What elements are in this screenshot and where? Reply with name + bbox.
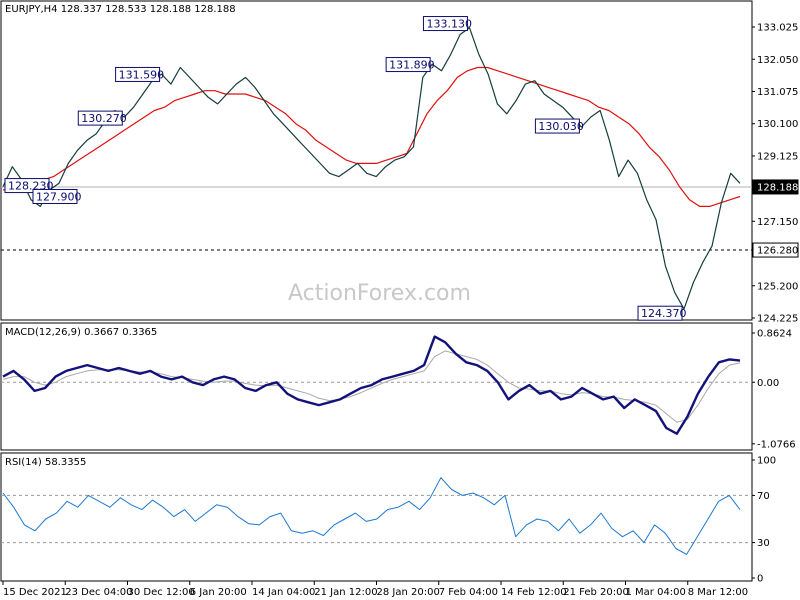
macd-panel	[0, 322, 753, 451]
x-tick-label: 7 Feb 04:00	[439, 587, 498, 598]
price-annotation-box	[32, 188, 78, 204]
price-tick-label: 133.025	[757, 23, 798, 34]
macd-main-line	[2, 335, 741, 435]
price-lines: 128.188 126.280	[1, 27, 799, 310]
price-annotation-box	[534, 118, 580, 134]
current-price-box-label: 128.188	[757, 182, 798, 193]
macd-tick-label: 0.00	[757, 378, 779, 389]
x-tick-label: 14 Jan 04:00	[252, 587, 315, 598]
x-tick-label: 15 Dec 2021	[3, 587, 67, 598]
macd-label: MACD(12,26,9) 0.3667 0.3365	[5, 327, 157, 338]
x-tick-label: 6 Jan 20:00	[190, 587, 247, 598]
price-tick-label: 124.225	[757, 314, 798, 325]
rsi-tick-label: 100	[757, 456, 776, 467]
price-annotation-label: 124.370	[641, 307, 687, 320]
price-line	[2, 27, 741, 310]
price-tick-label: 129.125	[757, 151, 798, 162]
macd-axis: 0.8624 0.00 -1.0766	[752, 329, 796, 450]
price-tick-label: 131.075	[757, 87, 798, 98]
support-price-box-label: 126.280	[757, 246, 798, 257]
rsi-axis: 100 70 30 0	[752, 456, 776, 585]
x-tick-label: 8 Mar 12:00	[688, 587, 748, 598]
price-panel	[0, 0, 753, 321]
price-annotation-box	[422, 16, 468, 32]
macd-tick-label: 0.8624	[757, 329, 792, 340]
rsi-tick-label: 70	[757, 491, 770, 502]
x-tick-label: 14 Feb 12:00	[501, 587, 567, 598]
x-tick-label: 30 Dec 12:00	[128, 587, 195, 598]
rsi-tick-label: 30	[757, 538, 770, 549]
x-tick-label: 1 Mar 04:00	[626, 587, 686, 598]
rsi-label: RSI(14) 58.3355	[5, 457, 86, 468]
price-annotations: 133.130131.890131.590130.030130.270128.2…	[4, 16, 687, 321]
x-tick-label: 23 Dec 04:00	[65, 587, 132, 598]
watermark: ActionForex.com	[288, 281, 471, 306]
price-annotation-label: 131.890	[389, 59, 435, 72]
x-tick-label: 28 Jan 20:00	[377, 587, 440, 598]
current-price-box	[752, 179, 799, 195]
symbol-label: EURJPY,H4 128.337 128.533 128.188 128.18…	[5, 4, 236, 15]
price-annotation-label: 131.590	[119, 68, 165, 81]
rsi-line	[2, 477, 741, 555]
x-tick-label: 21 Feb 20:00	[563, 587, 629, 598]
moving-average-line	[3, 66, 741, 207]
macd-lines	[1, 335, 752, 435]
price-annotation-label: 130.270	[81, 112, 127, 125]
price-tick-label: 127.150	[757, 217, 798, 228]
price-tick-label: 130.100	[757, 119, 798, 130]
price-annotation-label: 127.900	[36, 190, 82, 203]
rsi-lines	[1, 477, 752, 555]
price-annotation-box	[637, 305, 683, 321]
price-tick-label: 125.200	[757, 281, 798, 292]
price-annotation-box	[115, 66, 161, 82]
macd-tick-label: -1.0766	[757, 439, 796, 450]
support-price-box	[752, 242, 799, 258]
price-annotation-label: 130.030	[538, 120, 584, 133]
x-tick-label: 21 Jan 12:00	[314, 587, 377, 598]
price-tick-label: 132.050	[757, 55, 798, 66]
rsi-tick-label: 0	[757, 574, 763, 585]
price-annotation-label: 133.130	[426, 18, 472, 31]
price-annotation-box	[77, 110, 123, 126]
price-annotation-box	[385, 57, 431, 73]
